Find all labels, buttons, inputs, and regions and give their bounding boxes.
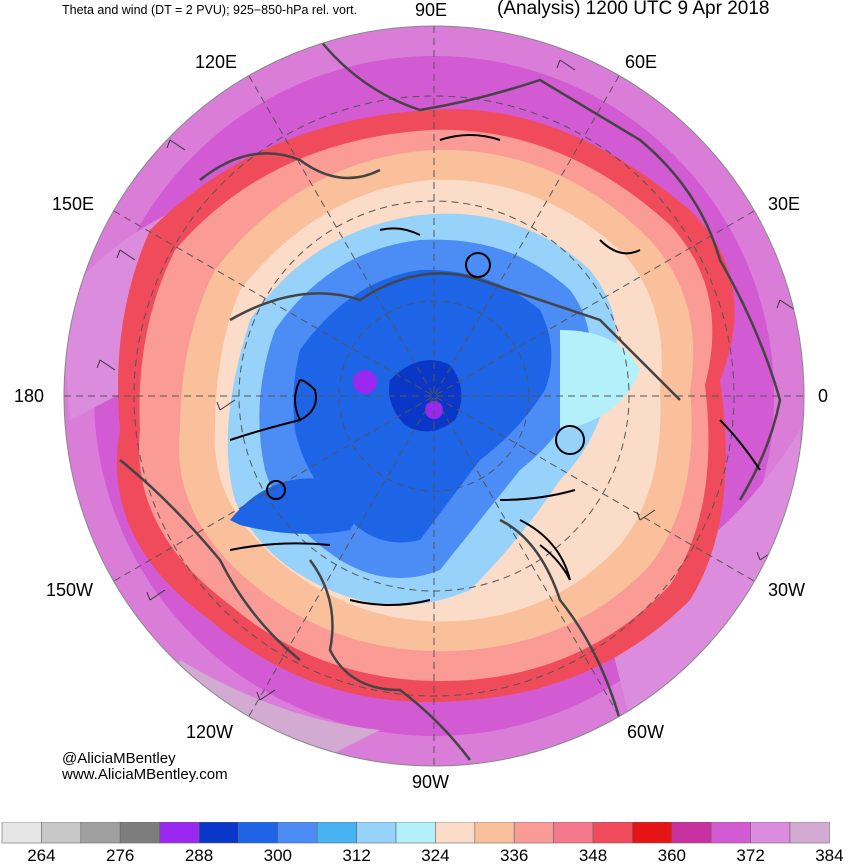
lon-label-60w: 60W	[627, 722, 665, 742]
lon-label-150w: 150W	[46, 580, 94, 600]
lon-label-120w: 120W	[186, 722, 234, 742]
colorbar-swatch	[198, 822, 239, 844]
colorbar-swatch	[474, 822, 515, 844]
colorbar-label: 384	[815, 846, 843, 865]
colorbar-label: 372	[736, 846, 764, 865]
colorbar-swatch	[632, 822, 673, 844]
colorbar-label: 324	[421, 846, 449, 865]
colorbar-swatch	[435, 822, 476, 844]
colorbar: 264 276 288 300 312 324 336 348 360 372 384	[1, 822, 844, 865]
polar-map	[63, 25, 805, 767]
lon-label-120e: 120E	[195, 52, 238, 72]
colorbar-swatch	[41, 822, 82, 844]
lon-label-180: 180	[14, 386, 45, 406]
colorbar-labels: 264 276 288 300 312 324 336 348 360 372 384	[27, 846, 843, 865]
colorbar-swatch	[159, 822, 200, 844]
colorbar-label: 360	[658, 846, 686, 865]
colorbar-swatch	[553, 822, 594, 844]
colorbar-label: 312	[342, 846, 370, 865]
colorbar-swatch	[356, 822, 397, 844]
colorbar-swatch	[513, 822, 554, 844]
colorbar-label: 288	[185, 846, 213, 865]
colorbar-swatch	[1, 822, 42, 844]
lon-label-60e: 60E	[625, 52, 658, 72]
colorbar-swatch	[671, 822, 712, 844]
colorbar-swatch	[316, 822, 357, 844]
lon-label-150e: 150E	[52, 194, 95, 214]
colorbar-swatch	[750, 822, 791, 844]
colorbar-swatch	[277, 822, 318, 844]
lon-label-90e: 90E	[415, 0, 448, 20]
colorbar-swatch	[789, 822, 830, 844]
colorbar-label: 264	[27, 846, 55, 865]
lon-label-90w: 90W	[412, 772, 450, 792]
colorbar-swatch	[592, 822, 633, 844]
map-title-left: Theta and wind (DT = 2 PVU); 925−850-hPa…	[62, 3, 358, 17]
colorbar-label: 336	[500, 846, 528, 865]
credit-website: www.AliciaMBentley.com	[62, 766, 228, 783]
colorbar-label: 300	[264, 846, 292, 865]
colorbar-swatches	[1, 822, 830, 844]
lon-label-30e: 30E	[768, 194, 801, 214]
colorbar-swatch	[710, 822, 751, 844]
colorbar-label: 276	[106, 846, 134, 865]
colorbar-swatch	[80, 822, 121, 844]
colorbar-label: 348	[579, 846, 607, 865]
map-title-right: (Analysis) 1200 UTC 9 Apr 2018	[497, 0, 770, 19]
colorbar-swatch	[119, 822, 160, 844]
lon-label-0: 0	[818, 386, 829, 406]
lon-label-30w: 30W	[768, 580, 806, 600]
colorbar-swatch	[238, 822, 279, 844]
credit-handle: @AliciaMBentley	[62, 750, 176, 767]
colorbar-swatch	[395, 822, 436, 844]
